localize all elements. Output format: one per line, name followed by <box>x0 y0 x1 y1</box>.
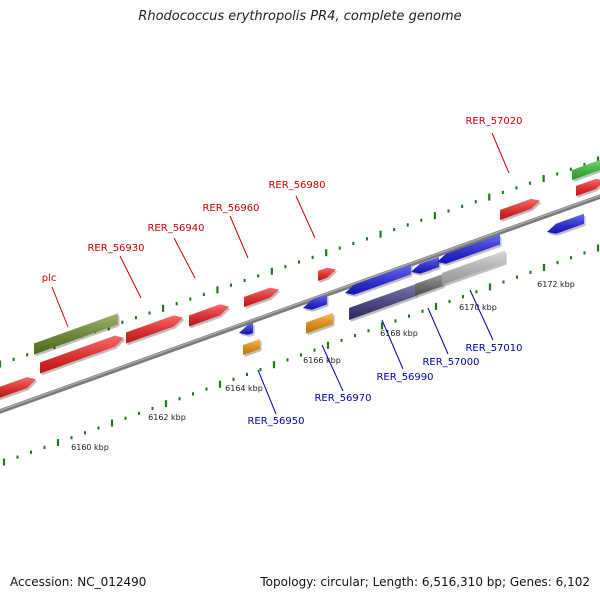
gene-red-2[interactable] <box>40 335 126 376</box>
gene-blue-6[interactable] <box>547 213 586 236</box>
scale-label: 6170 kbp <box>459 303 497 312</box>
leader-reverse-3 <box>427 307 449 355</box>
scale-label: 6162 kbp <box>148 413 186 422</box>
gene-plc[interactable] <box>34 313 120 357</box>
leader-reverse-0 <box>257 369 277 415</box>
label-leaders <box>51 132 510 415</box>
leader-forward-5 <box>491 132 510 174</box>
gene-red-edge[interactable] <box>576 178 600 198</box>
scale-label: 6160 kbp <box>71 443 109 452</box>
accession-text: Accession: NC_012490 <box>10 575 147 589</box>
gene-rer-56990[interactable] <box>349 284 418 322</box>
gene-rer-56960[interactable] <box>244 287 281 309</box>
gene-rer-56970[interactable] <box>306 312 335 336</box>
gene-label-reverse: RER_56970 <box>314 393 371 404</box>
gene-label-forward: RER_56930 <box>87 243 144 254</box>
leader-forward-2 <box>173 237 196 279</box>
leader-forward-4 <box>295 195 316 239</box>
leader-reverse-4 <box>469 289 494 341</box>
leader-forward-1 <box>119 255 142 299</box>
leader-forward-0 <box>51 286 69 328</box>
gene-label-forward: RER_57020 <box>465 116 522 127</box>
gene-label-forward: plc <box>42 273 57 284</box>
gene-label-reverse: RER_56950 <box>247 416 304 427</box>
genome-title: Rhodococcus erythropolis PR4, complete g… <box>138 9 462 24</box>
gene-rer-56950[interactable] <box>239 322 255 337</box>
gene-green-edge[interactable] <box>572 159 600 182</box>
gene-rer-57000[interactable] <box>415 273 445 298</box>
leader-forward-3 <box>229 215 249 259</box>
gene-blue-3[interactable] <box>345 264 413 297</box>
gene-rer-56940[interactable] <box>189 304 231 329</box>
scale-label: 6168 kbp <box>380 329 418 338</box>
gene-blue-4[interactable] <box>411 256 441 276</box>
gene-label-forward: RER_56940 <box>147 223 204 234</box>
scale-label: 6172 kbp <box>537 280 575 289</box>
gene-rer-56980[interactable] <box>318 267 338 283</box>
genome-axis <box>0 194 600 414</box>
leader-reverse-1 <box>321 344 344 392</box>
gene-rer-56930[interactable] <box>126 315 185 346</box>
gene-label-reverse: RER_57000 <box>422 357 479 368</box>
scale-label: 6166 kbp <box>303 356 341 365</box>
gene-rer-57010[interactable] <box>442 250 507 287</box>
gene-blue-5[interactable] <box>437 234 502 266</box>
gene-label-reverse: RER_56990 <box>376 372 433 383</box>
gene-label-forward: RER_56960 <box>202 203 259 214</box>
scale-label: 6164 kbp <box>225 384 263 393</box>
gene-rer-57020[interactable] <box>500 198 542 222</box>
gene-orange-1[interactable] <box>243 338 262 357</box>
gene-label-forward: RER_56980 <box>268 180 325 191</box>
leader-reverse-2 <box>381 319 404 370</box>
genome-summary-text: Topology: circular; Length: 6,516,310 bp… <box>260 575 590 589</box>
gene-blue-2[interactable] <box>303 294 329 312</box>
gene-red-1[interactable] <box>0 377 38 401</box>
genes[interactable] <box>0 159 600 401</box>
gene-label-reverse: RER_57010 <box>465 343 522 354</box>
